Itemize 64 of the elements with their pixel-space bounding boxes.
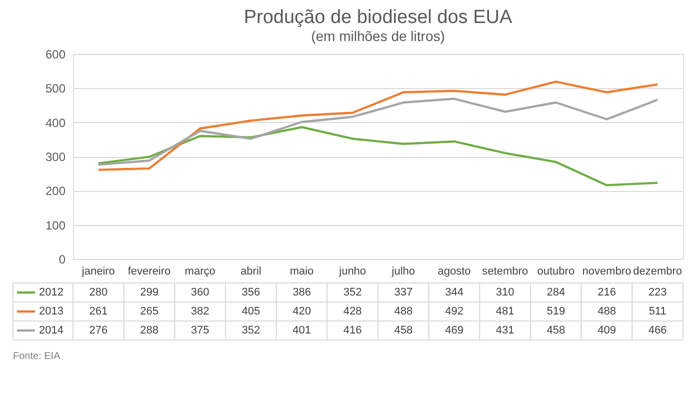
x-tick-label: novembro — [582, 266, 632, 278]
x-tick-label: maio — [290, 266, 314, 278]
data-label: 360 — [190, 286, 210, 298]
line-series — [97, 80, 659, 171]
data-label: 401 — [292, 324, 311, 336]
legend-label: 2012 — [39, 286, 64, 298]
data-label: 310 — [496, 286, 514, 298]
data-label: 337 — [394, 286, 413, 298]
x-tick-label: janeiro — [80, 266, 115, 278]
data-label: 356 — [242, 286, 260, 298]
line-series — [97, 126, 659, 186]
chart-subtitle: (em milhões de litros) — [311, 28, 445, 44]
data-label: 344 — [445, 286, 464, 298]
data-label: 284 — [546, 286, 566, 298]
x-tick-label: setembro — [482, 266, 528, 278]
data-label: 416 — [343, 324, 362, 336]
data-label: 276 — [89, 324, 108, 336]
data-label: 382 — [190, 306, 210, 318]
data-label: 223 — [648, 286, 667, 298]
data-label: 488 — [598, 306, 616, 318]
legend-label: 2014 — [39, 324, 64, 336]
x-tick-label: agosto — [438, 266, 471, 278]
data-label: 352 — [343, 286, 362, 298]
x-tick-label: março — [184, 266, 216, 278]
data-label: 280 — [89, 286, 108, 298]
data-label: 405 — [242, 306, 260, 318]
data-label: 428 — [343, 306, 362, 318]
data-label: 519 — [546, 306, 566, 318]
data-label: 420 — [292, 306, 311, 318]
data-label: 466 — [648, 324, 667, 336]
data-label: 375 — [190, 324, 210, 336]
data-label: 511 — [648, 306, 666, 318]
data-label: 431 — [496, 324, 514, 336]
data-label: 458 — [546, 324, 566, 336]
x-tick-label: julho — [390, 266, 416, 278]
data-label: 469 — [445, 324, 464, 336]
data-label: 458 — [394, 324, 413, 336]
data-label: 216 — [598, 286, 616, 298]
y-tick-label: 400 — [45, 116, 66, 130]
x-tick-label: fevereiro — [128, 266, 171, 278]
x-tick-label: outubro — [537, 266, 575, 278]
data-label: 386 — [292, 286, 311, 298]
data-label: 261 — [89, 306, 108, 318]
y-tick-label: 500 — [45, 82, 66, 96]
legend-label: 2013 — [39, 306, 64, 318]
y-tick-label: 600 — [45, 48, 66, 62]
x-tick-label: abril — [240, 266, 262, 278]
data-label: 299 — [140, 286, 158, 298]
data-label: 481 — [496, 306, 514, 318]
y-tick-label: 0 — [58, 252, 66, 266]
data-label: 409 — [598, 324, 616, 336]
data-label: 492 — [445, 306, 464, 318]
data-label: 265 — [140, 306, 158, 318]
y-tick-label: 300 — [45, 150, 66, 164]
y-tick-label: 100 — [45, 218, 66, 232]
chart-title: Produção de biodiesel dos EUA — [244, 7, 512, 28]
x-tick-label: junho — [338, 266, 366, 278]
data-label: 352 — [242, 324, 260, 336]
line-series — [97, 98, 659, 166]
data-label: 288 — [140, 324, 158, 336]
y-tick-label: 200 — [45, 184, 66, 198]
source-note: Fonte: EIA — [13, 351, 61, 362]
data-label: 488 — [394, 306, 413, 318]
x-tick-label: dezembro — [633, 266, 682, 278]
